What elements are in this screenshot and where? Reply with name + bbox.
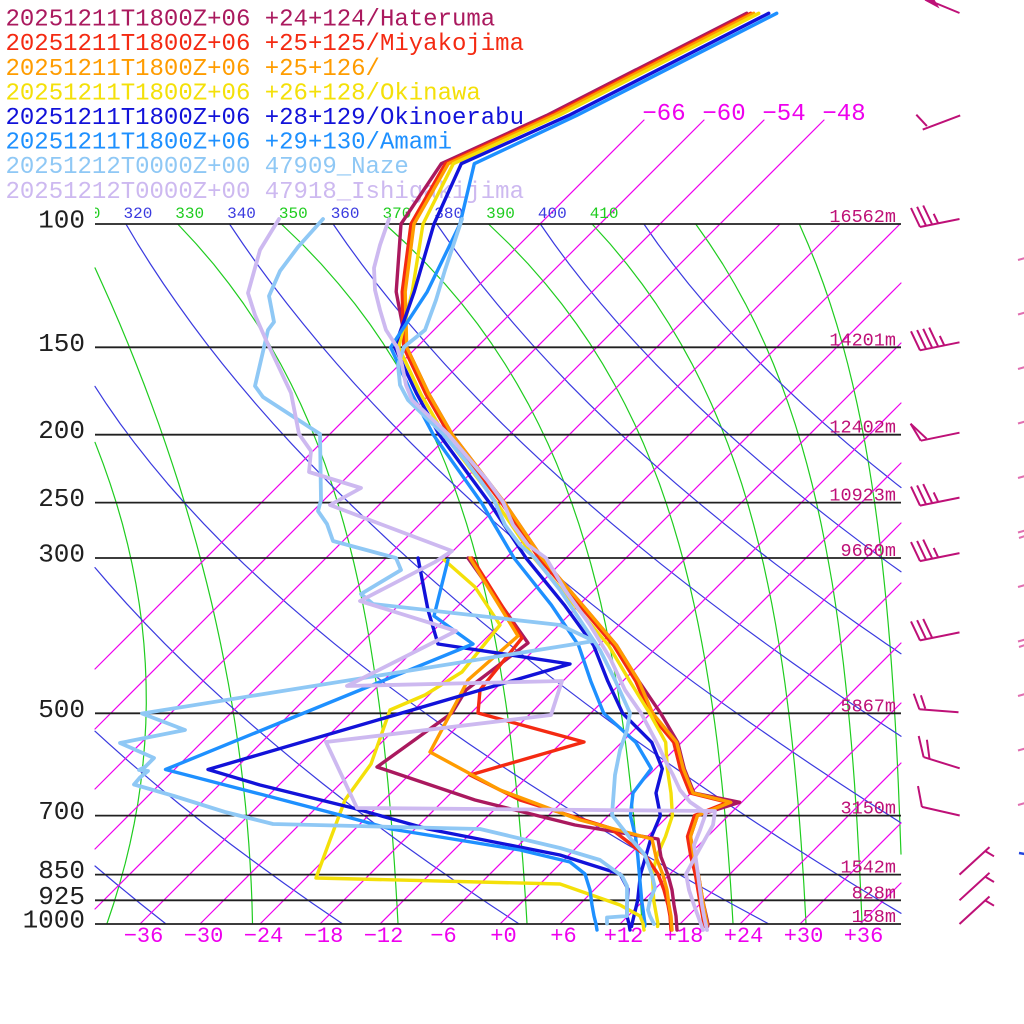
- svg-text:20251211T1800Z+06 +25+125/Miya: 20251211T1800Z+06 +25+125/Miyakojima: [6, 31, 524, 58]
- svg-text:250: 250: [38, 484, 85, 514]
- svg-text:+30: +30: [784, 924, 824, 949]
- svg-text:+36: +36: [844, 924, 884, 949]
- svg-text:9660m: 9660m: [840, 541, 896, 562]
- svg-text:−66: −66: [642, 101, 685, 128]
- svg-text:−6: −6: [430, 924, 456, 949]
- svg-text:500: 500: [38, 695, 85, 725]
- svg-text:400: 400: [538, 205, 567, 223]
- svg-text:14201m: 14201m: [829, 330, 896, 351]
- svg-text:−12: −12: [364, 924, 404, 949]
- svg-text:158m: 158m: [852, 907, 896, 928]
- svg-text:828m: 828m: [852, 883, 896, 904]
- svg-text:150: 150: [38, 329, 85, 359]
- svg-text:−60: −60: [702, 101, 745, 128]
- svg-text:12402m: 12402m: [829, 418, 896, 439]
- svg-text:20251211T1800Z+06 +29+130/Amam: 20251211T1800Z+06 +29+130/Amami: [6, 130, 452, 157]
- svg-text:700: 700: [38, 797, 85, 827]
- svg-text:925: 925: [38, 882, 85, 912]
- svg-text:5867m: 5867m: [840, 696, 896, 717]
- svg-text:310: 310: [72, 205, 101, 223]
- svg-text:3150m: 3150m: [840, 799, 896, 820]
- svg-text:+24: +24: [724, 924, 764, 949]
- svg-text:1542m: 1542m: [840, 858, 896, 879]
- svg-text:330: 330: [175, 205, 204, 223]
- svg-text:1000: 1000: [23, 906, 85, 936]
- svg-text:+0: +0: [490, 924, 516, 949]
- svg-text:−54: −54: [762, 101, 805, 128]
- svg-text:390: 390: [486, 205, 515, 223]
- svg-text:100: 100: [38, 206, 85, 236]
- svg-text:20251212T0000Z+00 47909_Naze: 20251212T0000Z+00 47909_Naze: [6, 154, 409, 181]
- svg-text:−18: −18: [304, 924, 344, 949]
- svg-text:−30: −30: [184, 924, 224, 949]
- svg-text:200: 200: [38, 416, 85, 446]
- svg-text:20251212T0000Z+00 47918_Ishiga: 20251212T0000Z+00 47918_Ishigakijima: [6, 179, 524, 206]
- svg-text:410: 410: [590, 205, 619, 223]
- svg-text:320: 320: [123, 205, 152, 223]
- svg-text:+12: +12: [604, 924, 644, 949]
- svg-text:850: 850: [38, 856, 85, 886]
- svg-text:16562m: 16562m: [829, 207, 896, 228]
- svg-text:20251211T1800Z+06 +28+129/Okin: 20251211T1800Z+06 +28+129/Okinoerabu: [6, 105, 524, 132]
- svg-text:20251211T1800Z+06 +25+126/: 20251211T1800Z+06 +25+126/: [6, 56, 380, 83]
- svg-text:+6: +6: [550, 924, 576, 949]
- svg-text:360: 360: [331, 205, 360, 223]
- svg-text:−36: −36: [124, 924, 164, 949]
- svg-text:340: 340: [227, 205, 256, 223]
- svg-text:−24: −24: [244, 924, 284, 949]
- svg-text:300: 300: [38, 540, 85, 570]
- svg-text:20251211T1800Z+06 +24+124/Hate: 20251211T1800Z+06 +24+124/Hateruma: [6, 7, 496, 34]
- svg-text:10923m: 10923m: [829, 486, 896, 507]
- svg-text:20251211T1800Z+06 +26+128/Okin: 20251211T1800Z+06 +26+128/Okinawa: [6, 80, 481, 107]
- svg-text:−48: −48: [822, 101, 865, 128]
- svg-text:350: 350: [279, 205, 308, 223]
